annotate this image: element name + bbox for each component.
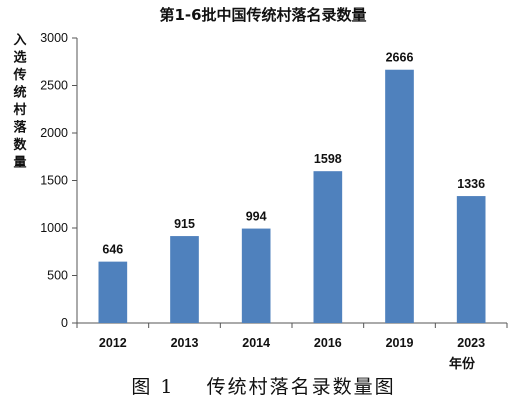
- x-tick-label-2013: 2013: [171, 336, 199, 350]
- data-label-2014: 994: [246, 210, 267, 224]
- y-axis-label-char: 数: [13, 137, 27, 153]
- y-tick-label: 1500: [40, 174, 68, 188]
- data-label-2016: 1598: [314, 152, 342, 166]
- chart-title: 第1-6批中国传统村落名录数量: [159, 6, 366, 24]
- y-tick-label: 3000: [40, 31, 68, 45]
- bar-2019: [385, 69, 414, 323]
- bar-2016: [313, 171, 343, 323]
- y-axis-label-char: 村: [13, 102, 26, 118]
- x-tick-label-2019: 2019: [386, 336, 414, 350]
- y-axis-label-char: 落: [13, 120, 27, 136]
- y-axis-label-char: 入: [13, 33, 26, 48]
- x-axis-label: 年份: [449, 356, 476, 370]
- bar-2023: [456, 196, 486, 323]
- y-axis-label-char: 选: [13, 50, 26, 66]
- y-axis-label-char: 传: [12, 67, 26, 83]
- y-tick-label: 500: [47, 269, 68, 283]
- x-tick-label-2014: 2014: [242, 336, 270, 350]
- y-axis: 0 500 1000 1500 2000 2500 3000: [40, 31, 78, 330]
- bar-2014: [241, 228, 271, 323]
- data-label-2013: 915: [174, 217, 195, 231]
- x-tick-label-2023: 2023: [457, 336, 485, 350]
- y-tick-label: 2000: [40, 126, 68, 140]
- x-tick-label-2012: 2012: [99, 336, 127, 350]
- y-tick-label: 0: [61, 316, 68, 330]
- y-tick-label: 2500: [40, 79, 68, 93]
- data-label-2023: 1336: [457, 177, 485, 191]
- data-label-2019: 2666: [386, 51, 414, 65]
- y-axis-label-char: 统: [13, 85, 26, 101]
- bars: [98, 69, 486, 323]
- data-labels: 646 915 994 1598 2666 1336: [102, 51, 485, 257]
- data-label-2012: 646: [102, 243, 123, 257]
- bar-2013: [170, 236, 199, 323]
- y-tick-label: 1000: [40, 221, 68, 235]
- x-tick-label-2016: 2016: [314, 336, 342, 350]
- y-axis-label-char: 量: [13, 156, 26, 171]
- bar-2012: [98, 261, 128, 323]
- x-axis: 2012 2013 2014 2016 2019 2023: [76, 322, 508, 350]
- figure-caption: 图 1 传统村落名录数量图: [131, 376, 396, 398]
